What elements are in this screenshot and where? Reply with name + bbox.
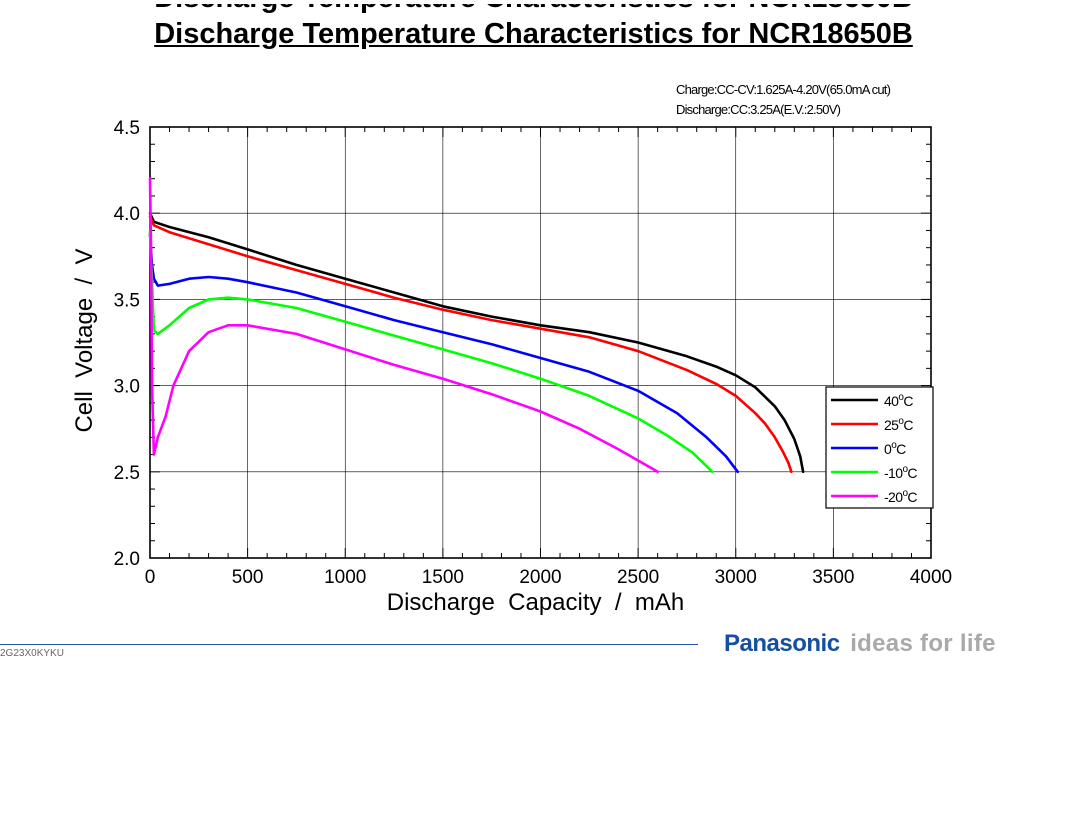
x-tick-label: 500: [232, 567, 264, 588]
brand-name: Panasonic: [724, 630, 840, 657]
x-axis-label: Discharge Capacity / mAh: [387, 589, 684, 616]
footer-rule: [0, 644, 698, 645]
discharge-chart: 0 500 1000 1500 2000 2500 3000 3500 4000 2.0 2.5 3.…: [71, 118, 952, 616]
y-axis-label: Cell Voltage / V: [71, 248, 98, 432]
brand-slogan: ideas for life: [850, 630, 996, 657]
x-tick-label: 4000: [910, 567, 952, 588]
document-id: 2G23X0KYKU: [0, 648, 64, 659]
legend-label: -10oC: [884, 464, 917, 481]
x-tick-label: 1000: [324, 567, 366, 588]
x-tick-label: 1500: [422, 567, 464, 588]
series-line: [148, 215, 793, 474]
y-tick-label: 3.0: [114, 377, 140, 398]
plot-frame: [149, 126, 932, 559]
y-tick-label: 2.0: [114, 549, 140, 570]
legend-label: 0oC: [884, 440, 906, 457]
legend-label: 25oC: [884, 416, 913, 433]
page-title: Discharge Temperature Characteristics fo…: [154, 18, 913, 50]
y-tick-label: 3.5: [114, 290, 140, 311]
discharge-condition: Discharge:CC:3.25A(E.V.:2.50V): [676, 102, 841, 117]
legend-label: 40oC: [884, 392, 913, 409]
series-line: [148, 177, 660, 474]
cropped-title-fragment: Discharge Temperature Characteristics fo…: [0, 4, 1067, 14]
series-line: [148, 211, 805, 474]
series-line: [148, 232, 740, 474]
x-tick-label: 2500: [617, 567, 659, 588]
x-tick-label: 0: [145, 567, 156, 588]
series-line: [148, 229, 714, 474]
legend-label: -20oC: [884, 488, 917, 505]
y-tick-label: 4.5: [114, 118, 140, 139]
y-tick-label: 2.5: [114, 463, 140, 484]
x-tick-label: 2000: [519, 567, 561, 588]
charge-condition: Charge:CC-CV:1.625A-4.20V(65.0mA cut): [676, 82, 891, 97]
x-tick-label: 3000: [715, 567, 757, 588]
y-tick-label: 4.0: [114, 204, 140, 225]
brand-logo: Panasonic ideas for life: [724, 630, 996, 658]
x-tick-label: 3500: [812, 567, 854, 588]
